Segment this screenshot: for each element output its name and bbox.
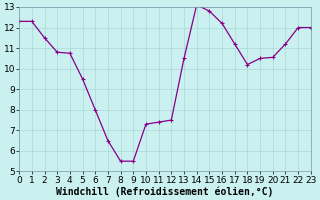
X-axis label: Windchill (Refroidissement éolien,°C): Windchill (Refroidissement éolien,°C) [56, 186, 274, 197]
